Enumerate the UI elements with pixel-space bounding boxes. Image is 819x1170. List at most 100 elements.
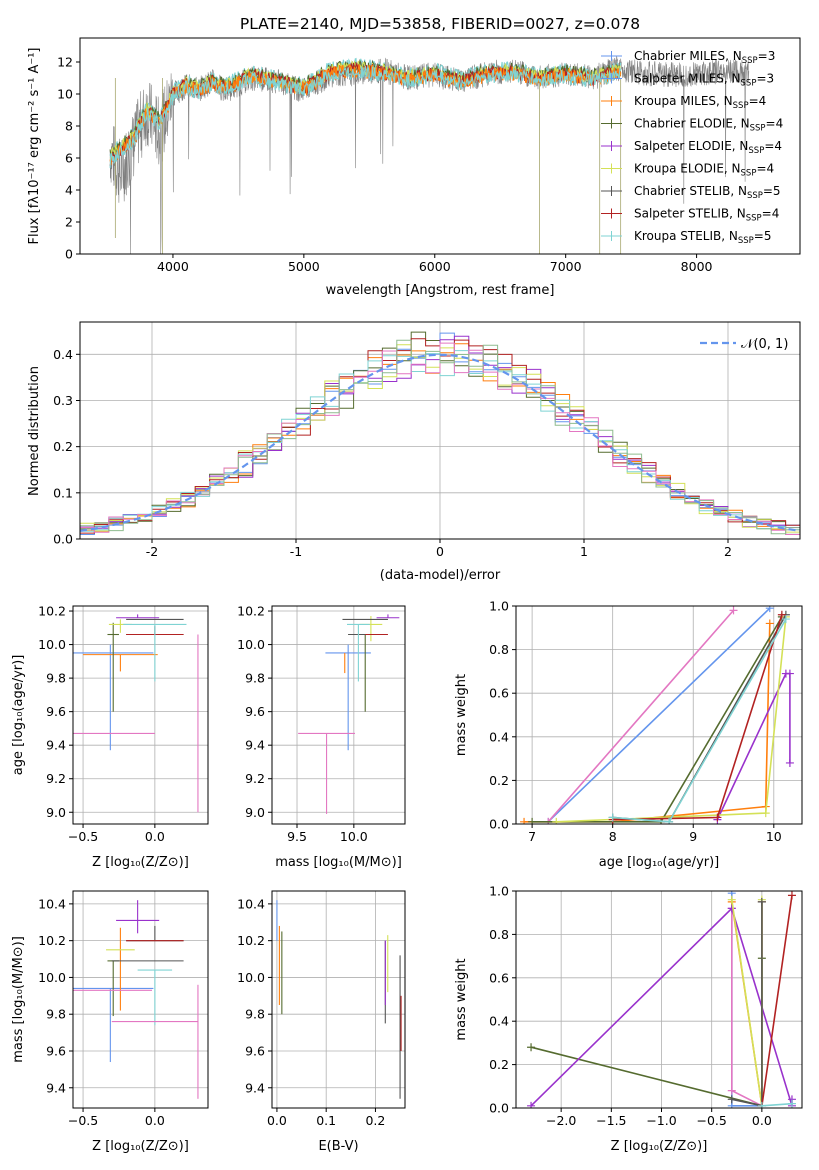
y-tick-label: 9.6 [245,704,265,719]
x-tick-label: -1 [290,544,302,559]
plot-area [109,56,750,254]
y-tick-label: 10.0 [237,970,265,985]
error-bar-point [137,969,173,1026]
spectrum-panel: 4000 5000 6000 7000 8000 0 2 4 6 8 10 12 Chabrier MI… [57,37,801,274]
weight-marker [727,1086,736,1095]
axes-frame-group: −2.0 −1.5 −1.0 −0.5 0.0 0.0 0.2 0.4 0.6 0.8 1.0 [489,884,803,1128]
y-tick-label: 9.8 [46,671,66,686]
y-tick-label: 0.4 [489,729,509,744]
y-tick-label: 9.4 [245,1080,265,1095]
y-tick-label: 9.4 [46,1080,66,1095]
y-tick-label: 10.0 [38,970,66,985]
x-tick-label: 10 [766,829,782,844]
weight-line [612,614,783,821]
plot-area [276,900,402,1099]
y-tick-label: 10 [57,87,73,102]
y-tick-label: 9.0 [46,805,66,820]
histogram-step [80,343,800,533]
x-tick-label: 10.0 [340,829,368,844]
y-tick-label: 0.6 [489,970,509,985]
weight-marker [787,1099,796,1108]
y-tick-label: 4 [65,183,73,198]
error-bar-point [123,623,187,682]
axes-frame [515,605,803,825]
legend-label: Salpeter ELODIE, NSSP=4 [634,139,782,156]
y-tick-label: 10.2 [38,604,66,619]
y-tick-label: 10.2 [237,604,265,619]
x-axis-label: age [log₁₀(age/yr)] [599,855,720,870]
x-tick-label: 8 [609,829,617,844]
y-axis-label: Normed distribution [27,366,42,496]
y-tick-label: 0.3 [53,393,73,408]
error-bar-point [376,614,400,619]
error-bar-point [116,614,160,619]
x-axis-label: E(B-V) [318,1139,358,1154]
y-tick-label: 9.6 [245,1043,265,1058]
weight-line [731,899,763,1106]
weight-line [547,609,735,823]
spectrum-model-line [109,64,622,168]
weight-marker [520,817,529,824]
x-tick-label: 0.2 [365,1113,385,1128]
x-axis-label: Z [log₁₀(Z/Z⊙)] [92,1139,189,1154]
x-axis-label: mass [log₁₀(M/M⊙)] [275,855,402,870]
y-tick-label: 0.2 [53,439,73,454]
legend-label: Salpeter MILES, NSSP=3 [634,72,774,89]
weight-marker [785,758,794,767]
y-axis-label: mass weight [454,674,469,756]
spectrum-legend: Chabrier MILES, NSSP=3 Salpeter MILES, NS… [601,49,783,246]
x-tick-label: 8000 [681,259,713,274]
axes-frame-group: 9.5 10.0 9.0 9.2 9.4 9.6 9.8 10.0 10.2 [237,604,406,844]
error-bar-point [126,925,184,942]
legend-label: Chabrier ELODIE, NSSP=4 [634,117,783,134]
x-axis-label: (data-model)/error [380,568,501,583]
weight-marker [727,1095,736,1104]
x-tick-label: 0.0 [752,1113,772,1128]
x-tick-label: 7000 [550,259,582,274]
histogram-step [80,338,800,534]
legend-label: 𝒩(0, 1) [741,337,788,352]
plot-area [520,606,794,824]
y-tick-label: 0.2 [489,773,509,788]
legend-label: Salpeter STELIB, NSSP=4 [634,207,779,224]
axes-frame-group: −0.5 0.0 9.0 9.2 9.4 9.6 9.8 10.0 10.2 [38,604,209,844]
axes-frame-group: 0.0 0.1 0.2 9.4 9.6 9.8 10.0 10.2 10.4 [237,890,406,1128]
y-tick-label: 0.4 [53,347,73,362]
y-tick-label: 0.2 [489,1057,509,1072]
x-tick-label: −0.5 [68,829,98,844]
weight-marker [761,809,770,818]
mass-weight-vs-age-panel: 7 8 9 10 0.0 0.2 0.4 0.6 0.8 1.0 [489,599,803,844]
weight-marker [781,615,790,624]
y-tick-label: 9.8 [46,1007,66,1022]
gaussian-reference-line [80,353,800,532]
weight-marker [727,904,736,913]
y-tick-label: 9.6 [46,1043,66,1058]
legend-label: Chabrier STELIB, NSSP=5 [634,184,781,201]
y-tick-label: 10.0 [38,637,66,652]
x-tick-label: −0.5 [68,1113,98,1128]
histogram-step [80,339,800,535]
error-bar-point [116,900,160,934]
error-bar-point [325,644,371,751]
x-tick-label: 0.0 [145,829,165,844]
age-vs-metallicity-panel: −0.5 0.0 9.0 9.2 9.4 9.6 9.8 10.0 10.2 [38,604,209,844]
error-bar-point [347,623,370,682]
legend-label: Kroupa STELIB, NSSP=5 [634,229,772,246]
x-tick-label: 1 [580,544,588,559]
x-tick-label: 4000 [157,259,189,274]
mass-weight-vs-metallicity-panel: −2.0 −1.5 −1.0 −0.5 0.0 0.0 0.2 0.4 0.6 0.8 1.0 [489,884,803,1128]
y-tick-label: 9.0 [245,805,265,820]
error-bar-point [348,633,383,712]
weight-line [530,958,763,1107]
x-tick-label: 2 [724,544,732,559]
x-tick-label: −1.5 [596,1113,626,1128]
weight-marker [665,817,674,824]
x-tick-label: 7 [528,829,536,844]
x-tick-label: 0.1 [316,1113,336,1128]
y-tick-label: 0.0 [53,532,73,547]
plot-area [298,614,400,814]
y-tick-label: 1.0 [489,599,509,614]
x-tick-label: −1.0 [646,1113,676,1128]
y-tick-label: 10.4 [38,896,66,911]
weight-line [761,895,793,1106]
